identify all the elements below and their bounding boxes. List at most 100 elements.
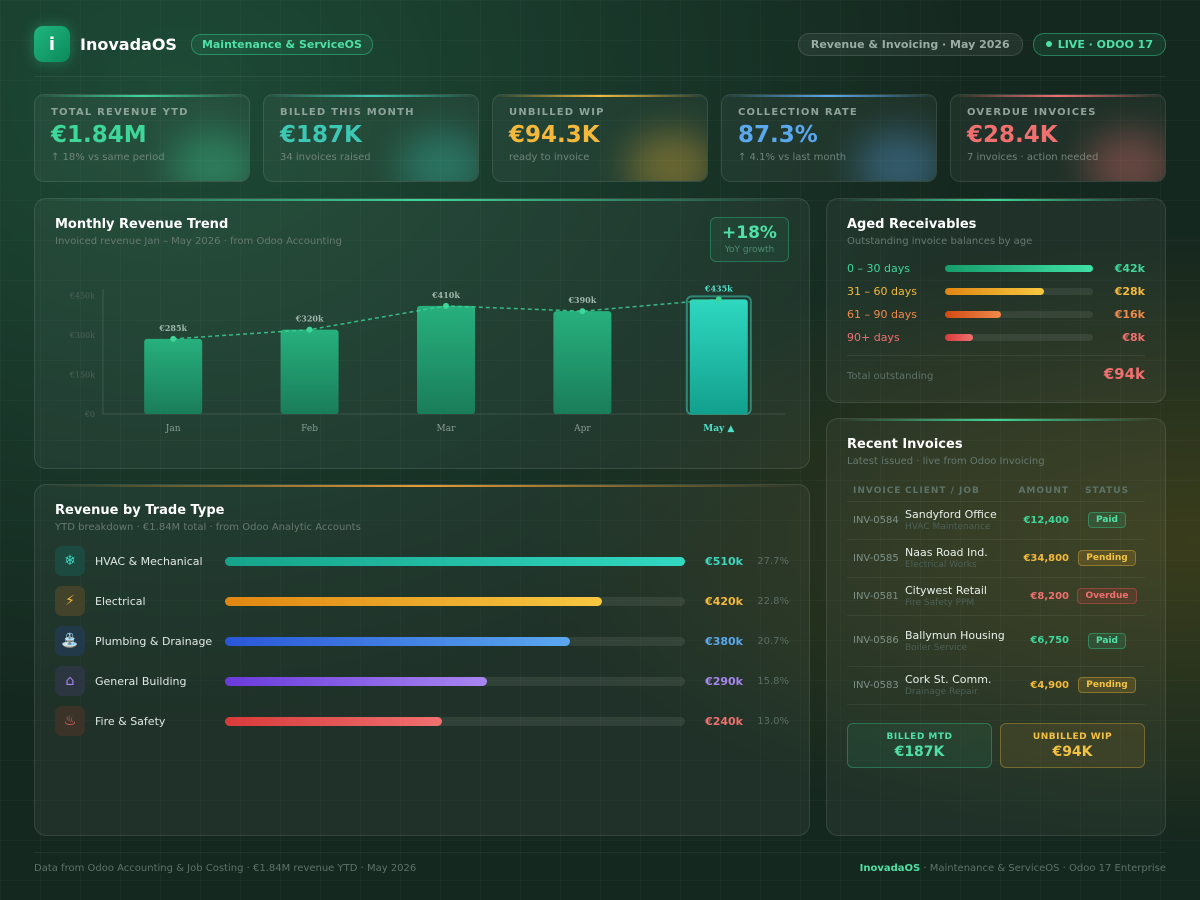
data-label: €435k: [704, 283, 733, 293]
status-badge[interactable]: Overdue: [1077, 588, 1137, 604]
kpi-card[interactable]: TOTAL REVENUE YTD €1.84M ↑ 18% vs same per…: [34, 94, 250, 182]
trade-percent: 20.7%: [757, 635, 789, 647]
trade-bar-track: [225, 676, 685, 686]
status-badge[interactable]: Pending: [1078, 550, 1136, 566]
table-row[interactable]: INV-0585 Naas Road Ind. Electrical Works €3…: [847, 539, 1145, 578]
invoice-status-cell: Overdue: [1069, 577, 1145, 616]
trade-name: General Building: [95, 674, 187, 688]
column-header-amount[interactable]: AMOUNT: [1005, 481, 1069, 502]
status-badge[interactable]: Paid: [1088, 632, 1126, 649]
trade-row[interactable]: ⚡ Electrical €420k 22.8%: [55, 586, 789, 616]
trend-title: Monthly Revenue Trend: [55, 217, 229, 232]
invoice-id[interactable]: INV-0583: [847, 666, 905, 705]
trade-percent: 27.7%: [757, 555, 789, 567]
table-row[interactable]: INV-0581 Citywest Retail Fire Safety PPM €8…: [847, 577, 1145, 616]
kpi-subtext: ↑ 4.1% vs last month: [738, 152, 847, 163]
column-header-invoice[interactable]: INVOICE: [847, 481, 905, 502]
aged-bar-fill: [945, 310, 1002, 318]
kpi-label: OVERDUE INVOICES: [967, 107, 1097, 118]
revenue-bar-chart: €0 €150k €300k €450k €285k Jan €320k Feb €410k Ma…: [69, 283, 785, 434]
trade-row[interactable]: ❄ HVAC & Mechanical €510k 27.7%: [55, 546, 789, 576]
trend-point: [715, 296, 722, 303]
y-tick-label: €150k: [69, 370, 95, 379]
aged-bar-track: [945, 287, 1093, 295]
table-row[interactable]: INV-0583 Cork St. Comm. Drainage Repair €4,…: [847, 666, 1145, 705]
invoices-title: Recent Invoices: [847, 437, 963, 452]
trade-bar-fill: [225, 596, 602, 606]
fire-icon: ♨: [55, 706, 85, 736]
status-badge[interactable]: Pending: [1078, 677, 1136, 693]
invoice-client-cell: Sandyford Office HVAC Maintenance: [905, 501, 1005, 540]
invoice-client-cell: Naas Road Ind. Electrical Works: [905, 539, 1005, 578]
y-tick-label: €0: [84, 410, 95, 419]
growth-badge: +18% YoY growth: [710, 217, 789, 262]
period-pill[interactable]: Revenue & Invoicing · May 2026: [797, 32, 1023, 56]
invoice-id[interactable]: INV-0584: [847, 501, 905, 540]
trend-point: [170, 335, 177, 342]
card-accent-line: [45, 485, 799, 487]
trade-percent: 13.0%: [757, 715, 789, 727]
x-tick-label: May ▲: [703, 424, 734, 434]
trade-row[interactable]: ♨ Fire & Safety €240k 13.0%: [55, 706, 789, 736]
status-badge[interactable]: Paid: [1088, 512, 1126, 528]
aged-row[interactable]: 31 – 60 days €28k: [847, 284, 1145, 298]
kpi-card[interactable]: COLLECTION RATE 87.3% ↑ 4.1% vs last month: [721, 94, 937, 182]
aged-row[interactable]: 90+ days €8k: [847, 330, 1145, 344]
card-accent-line: [837, 419, 1155, 421]
kpi-value: €1.84M: [51, 122, 147, 148]
billed-mtd-label: BILLED MTD: [886, 732, 953, 742]
app-logo-icon[interactable]: i: [34, 26, 70, 62]
trend-point: [306, 326, 313, 333]
kpi-subtext: ↑ 18% vs same period: [51, 152, 165, 163]
unbilled-wip-label: UNBILLED WIP: [1032, 732, 1113, 742]
kpi-value: €28.4K: [967, 122, 1058, 148]
product-tag: Maintenance & ServiceOS: [190, 33, 373, 55]
data-label: €285k: [158, 323, 187, 333]
column-header-status[interactable]: STATUS: [1069, 481, 1145, 502]
trend-point: [579, 308, 586, 315]
aged-row[interactable]: 61 – 90 days €16k: [847, 307, 1145, 321]
table-row[interactable]: INV-0586 Ballymun Housing Boiler Service €6…: [847, 615, 1145, 667]
invoice-amount: €34,800: [1005, 539, 1069, 578]
data-label: €410k: [431, 290, 460, 300]
trade-bar-fill: [225, 556, 685, 566]
aged-bar-track: [945, 310, 1093, 318]
client-name: Sandyford Office: [905, 508, 997, 521]
aged-total-label: Total outstanding: [847, 371, 934, 382]
trade-bar-fill: [225, 716, 442, 726]
trade-row[interactable]: ⛲ Plumbing & Drainage €380k 20.7%: [55, 626, 789, 656]
kpi-subtext: 34 invoices raised: [280, 152, 371, 163]
kpi-subtext: 7 invoices · action needed: [967, 152, 1099, 163]
trade-bar-track: [225, 556, 685, 566]
kpi-accent-line: [722, 95, 936, 97]
client-name: Naas Road Ind.: [905, 546, 988, 559]
invoice-id[interactable]: INV-0581: [847, 577, 905, 616]
kpi-card[interactable]: UNBILLED WIP €94.3K ready to invoice: [492, 94, 708, 182]
header-divider: [34, 76, 1166, 77]
invoice-id[interactable]: INV-0586: [847, 615, 905, 667]
growth-value: +18%: [722, 223, 777, 243]
trade-value: €420k: [705, 594, 743, 608]
data-label: €320k: [295, 314, 324, 324]
kpi-label: UNBILLED WIP: [509, 107, 605, 118]
kpi-card[interactable]: BILLED THIS MONTH €187K 34 invoices raised: [263, 94, 479, 182]
trade-name: Plumbing & Drainage: [95, 634, 213, 648]
invoice-id[interactable]: INV-0585: [847, 539, 905, 578]
aged-row[interactable]: 0 – 30 days €42k: [847, 261, 1145, 275]
aged-bar-fill: [945, 264, 1093, 272]
trade-row[interactable]: ⌂ General Building €290k 15.8%: [55, 666, 789, 696]
trend-point: [443, 302, 449, 309]
trade-bar-track: [225, 596, 685, 606]
aged-bar-fill: [945, 287, 1044, 295]
footer-brand-rest: · Maintenance & ServiceOS · Odoo 17 Ente…: [920, 863, 1166, 874]
kpi-card[interactable]: OVERDUE INVOICES €28.4K 7 invoices · actio…: [950, 94, 1166, 182]
kpi-label: COLLECTION RATE: [738, 107, 858, 118]
bar-4: [689, 299, 748, 414]
table-row[interactable]: INV-0584 Sandyford Office HVAC Maintenance…: [847, 501, 1145, 540]
trade-value: €510k: [705, 554, 743, 568]
hvac-icon: ❄: [55, 546, 85, 576]
job-name: Electrical Works: [905, 560, 977, 570]
column-header-client[interactable]: CLIENT / JOB: [905, 481, 1005, 502]
job-name: HVAC Maintenance: [905, 522, 991, 532]
trade-value: €290k: [705, 674, 743, 688]
